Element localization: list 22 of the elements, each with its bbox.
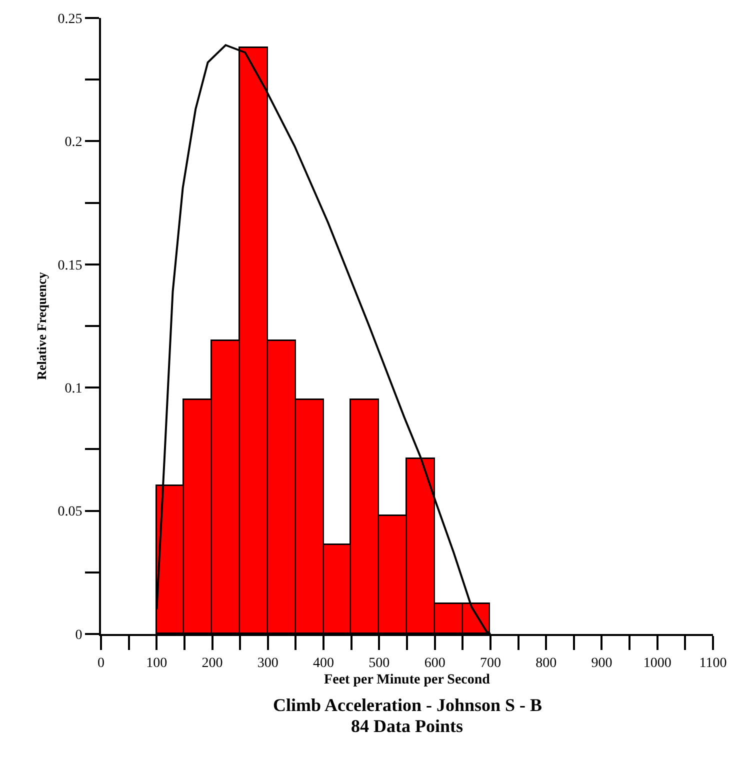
x-tick-label: 400 [313, 656, 334, 671]
text: 84 Data Points [351, 716, 463, 736]
x-tick-label: 900 [591, 656, 612, 671]
x-tick-label: 100 [146, 656, 168, 671]
x-tick-label: 300 [257, 656, 278, 671]
x-tick-label: 600 [424, 656, 446, 671]
y-tick-label: 0 [75, 628, 82, 643]
x-tick-label: 800 [536, 656, 557, 671]
y-tick-label: 0.25 [58, 12, 82, 27]
y-tick-label: 0.1 [64, 382, 82, 396]
x-tick-label: 700 [480, 656, 501, 671]
x-tick-label: 0 [98, 656, 104, 671]
x-tick-label: 500 [368, 656, 390, 671]
x-axis-title: Feet per Minute per Second [324, 672, 490, 688]
x-tick-label: 200 [202, 656, 223, 671]
x-tick-label: 1000 [643, 656, 672, 671]
y-tick-label: 0.05 [58, 504, 82, 520]
y-tick-label: 0.15 [58, 258, 82, 274]
x-tick-label: 1100 [699, 656, 727, 671]
y-axis-title: Relative Frequency [34, 272, 50, 380]
text: Climb Acceleration - Johnson S - B [273, 695, 542, 715]
y-tick-label: 0.2 [64, 135, 82, 150]
